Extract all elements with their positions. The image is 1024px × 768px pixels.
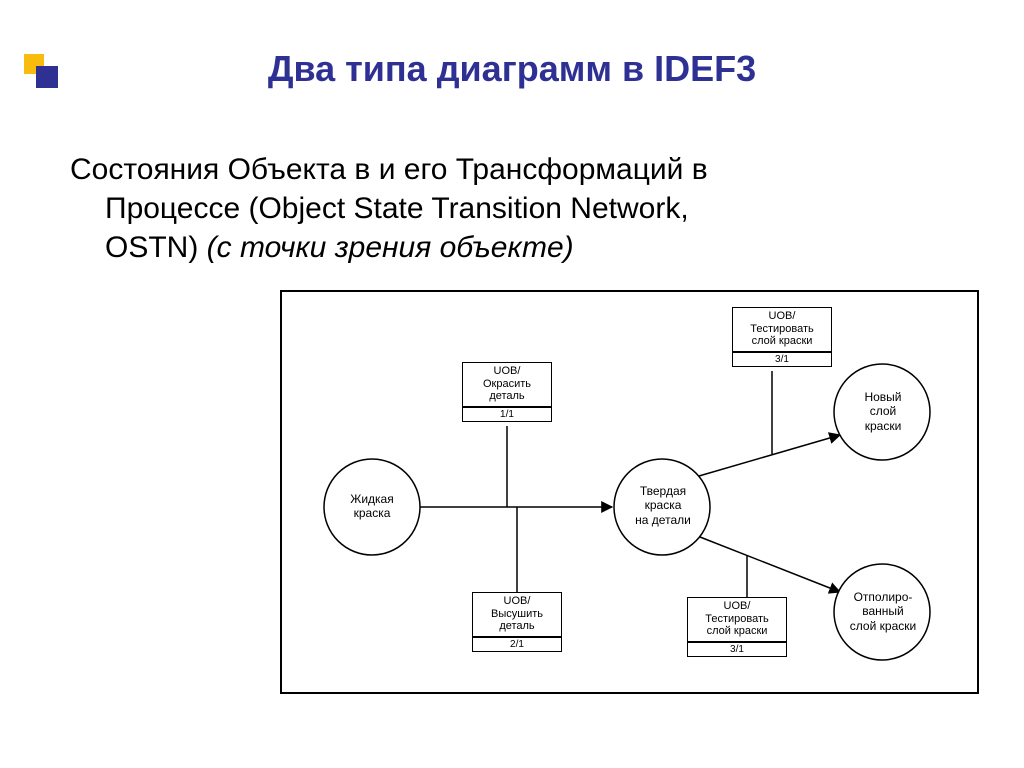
uob-title: UOB/ — [769, 310, 796, 322]
uob-label: Окраситьдеталь — [483, 378, 531, 403]
uob-num: 1/1 — [463, 407, 551, 422]
diagram-connectors — [282, 292, 977, 692]
uob-label: Высушитьдеталь — [491, 608, 543, 633]
uob-num: 3/1 — [688, 642, 786, 657]
uob-num: 3/1 — [733, 352, 831, 367]
ostn-diagram: Жидкаякраска Твердаякраскана детали Новы… — [280, 290, 979, 694]
body-paragraph: Состояния Объекта в и его Трансформаций … — [70, 150, 985, 267]
uob-label: Тестироватьслой краски — [750, 323, 814, 348]
body-line-3a: OSTN) — [105, 231, 207, 264]
slide-title: Два типа диаграмм в IDEF3 — [0, 48, 1024, 90]
body-line-2: Процессе (Object State Transition Networ… — [105, 192, 689, 225]
body-line-3b: (с точки зрения объекте) — [207, 231, 574, 264]
body-line-1: Состояния Объекта в и его Трансформаций … — [70, 153, 708, 186]
uob-box-paint: UOB/ Окраситьдеталь 1/1 — [462, 362, 552, 422]
uob-title: UOB/ — [504, 595, 531, 607]
uob-title: UOB/ — [494, 365, 521, 377]
uob-box-dry: UOB/ Высушитьдеталь 2/1 — [472, 592, 562, 652]
uob-box-test1: UOB/ Тестироватьслой краски 3/1 — [732, 307, 832, 367]
uob-num: 2/1 — [473, 637, 561, 652]
uob-title: UOB/ — [724, 600, 751, 612]
uob-box-test2: UOB/ Тестироватьслой краски 3/1 — [687, 597, 787, 657]
uob-label: Тестироватьслой краски — [705, 613, 769, 638]
